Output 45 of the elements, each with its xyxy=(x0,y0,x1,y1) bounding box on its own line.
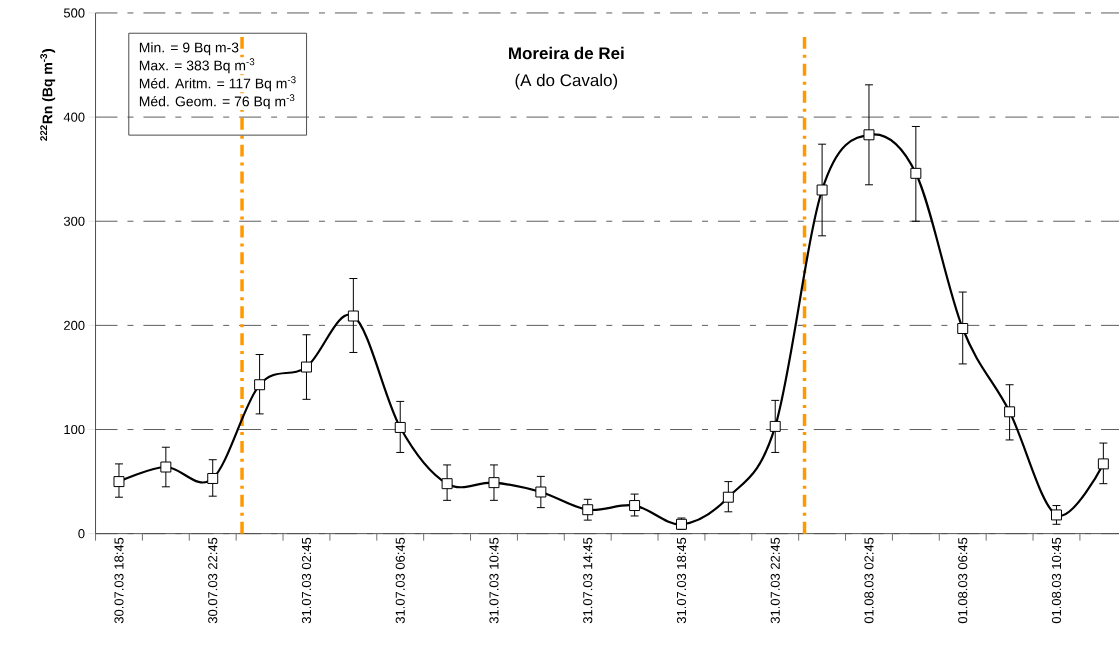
point xyxy=(910,167,922,179)
point xyxy=(957,322,969,334)
point xyxy=(1050,509,1062,521)
point xyxy=(722,491,734,503)
y-tick-label: 100 xyxy=(64,424,85,434)
y-tick-label: 300 xyxy=(63,216,85,226)
point xyxy=(816,184,828,196)
y-tick-label: 400 xyxy=(63,112,85,122)
x-tick-label: 01.08.03 10:45 xyxy=(1051,537,1062,624)
x-tick-label: 31.07.03 06:45 xyxy=(395,537,405,624)
point xyxy=(394,421,406,433)
point xyxy=(441,478,453,490)
annotation: Min. = 9 Bq m-3 xyxy=(139,42,239,56)
x-tick-label: 31.07.03 18:45 xyxy=(676,537,687,624)
y-tick-label: 500 xyxy=(63,8,85,18)
point xyxy=(207,472,219,484)
x-tick-label: 31.07.03 14:45 xyxy=(583,537,593,624)
y-tick-label: 0 xyxy=(78,528,85,539)
x-tick-label: 01.08.03 06:45 xyxy=(958,537,968,624)
point xyxy=(535,486,547,498)
x-tick-label: 01.08.03 02:45 xyxy=(864,537,874,624)
x-tick-label: 30.07.03 18:45 xyxy=(114,537,124,624)
annotation: Méd. Geom. = 76 Bq m$^{-3}$ xyxy=(139,94,295,109)
point xyxy=(347,310,359,322)
point xyxy=(113,475,125,487)
text: Moreira de Rei xyxy=(509,46,624,60)
annotation: Méd. Aritm. = 117 Bq m$^{-3}$ xyxy=(139,76,296,91)
point xyxy=(488,476,500,488)
x-tick-label: 31.07.03 10:45 xyxy=(489,537,499,624)
y-tick-label: 200 xyxy=(64,320,85,330)
x-tick-label: 30.07.03 22:45 xyxy=(208,537,218,624)
x-tick-label: 31.07.03 22:45 xyxy=(770,537,780,624)
point xyxy=(301,361,312,373)
point xyxy=(1004,406,1016,418)
point xyxy=(160,461,172,473)
annotation: Max. = 383 Bq m$^{-3}$ xyxy=(139,58,255,74)
y-axis-title: $^{222}$Rn (Bq m$^{-3}$) xyxy=(40,48,56,141)
x-tick-label: 31.07.03 02:45 xyxy=(301,537,312,624)
point xyxy=(629,499,641,511)
point xyxy=(582,504,594,516)
text: (A do Cavalo) xyxy=(515,73,618,90)
point xyxy=(254,379,266,391)
point xyxy=(863,129,875,141)
point xyxy=(769,420,781,432)
point xyxy=(1097,458,1109,470)
